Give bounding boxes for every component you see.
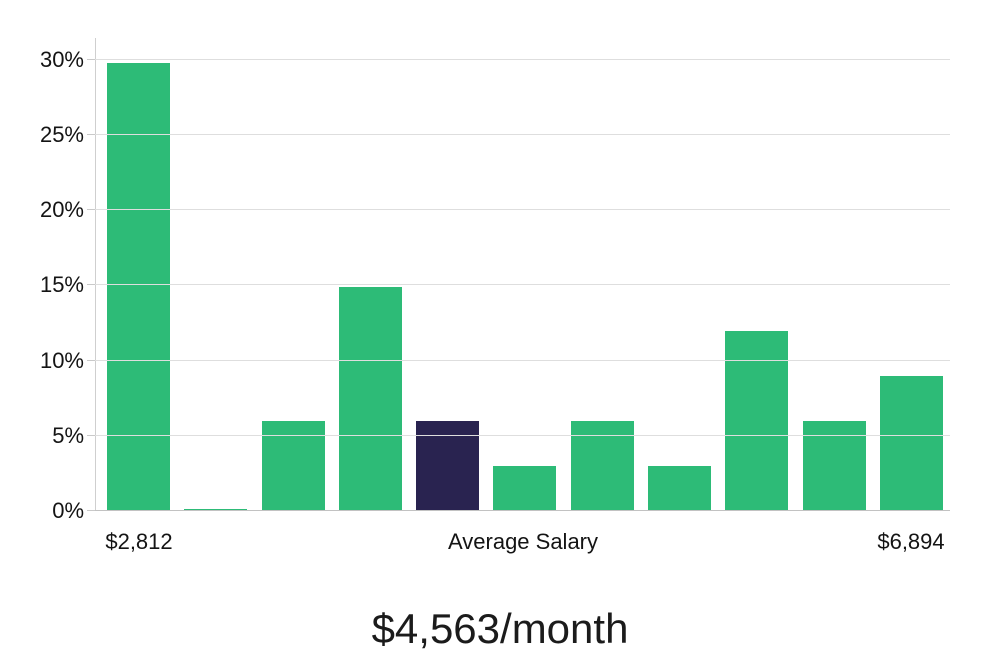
salary-bin-bar (725, 330, 789, 511)
y-axis-line (95, 38, 96, 511)
y-tick-label: 25% (39, 122, 84, 147)
bar-band (718, 38, 795, 511)
x-baseline (95, 510, 950, 511)
y-axis-tick (87, 510, 95, 511)
salary-bin-bar (338, 286, 402, 511)
x-axis-label-average-salary: Average Salary (447, 529, 599, 554)
y-tick-label: 20% (39, 197, 84, 223)
y-axis-tick (87, 209, 95, 211)
bar-band (100, 38, 177, 511)
y-tick-label: 30% (39, 46, 84, 72)
y-tick-label: 5% (52, 422, 84, 448)
x-axis-label-max-salary: $6,894 (877, 529, 945, 554)
y-tick-label: 0% (52, 498, 84, 523)
y-tick-label: 15% (39, 272, 84, 298)
average-salary-title: $4,563/month (371, 605, 629, 652)
x-axis-label-min-salary: $2,812 (105, 529, 173, 554)
bar-band (486, 38, 563, 511)
y-axis-tick (87, 434, 95, 436)
bar-band (177, 38, 254, 511)
bar-band (795, 38, 872, 511)
y-axis-tick (87, 359, 95, 361)
bar-band (641, 38, 718, 511)
bar-band (564, 38, 641, 511)
gridline (95, 284, 950, 286)
plot-area (87, 38, 950, 511)
gridline (95, 58, 950, 60)
gridline (95, 134, 950, 135)
bar-band (873, 38, 950, 511)
gridline (95, 434, 950, 436)
y-axis-tick (87, 134, 95, 135)
gridline (95, 209, 950, 211)
salary-bin-bar (647, 465, 711, 511)
salary-bin-bar (107, 62, 171, 511)
bar-band (409, 38, 486, 511)
bars-container (100, 38, 950, 511)
gridline (95, 359, 950, 361)
y-axis-tick (87, 284, 95, 286)
salary-bin-bar (493, 465, 557, 511)
y-tick-label: 10% (39, 347, 84, 373)
y-axis-tick (87, 58, 95, 60)
bar-band (255, 38, 332, 511)
bar-band (332, 38, 409, 511)
salary-bin-bar (879, 375, 943, 511)
